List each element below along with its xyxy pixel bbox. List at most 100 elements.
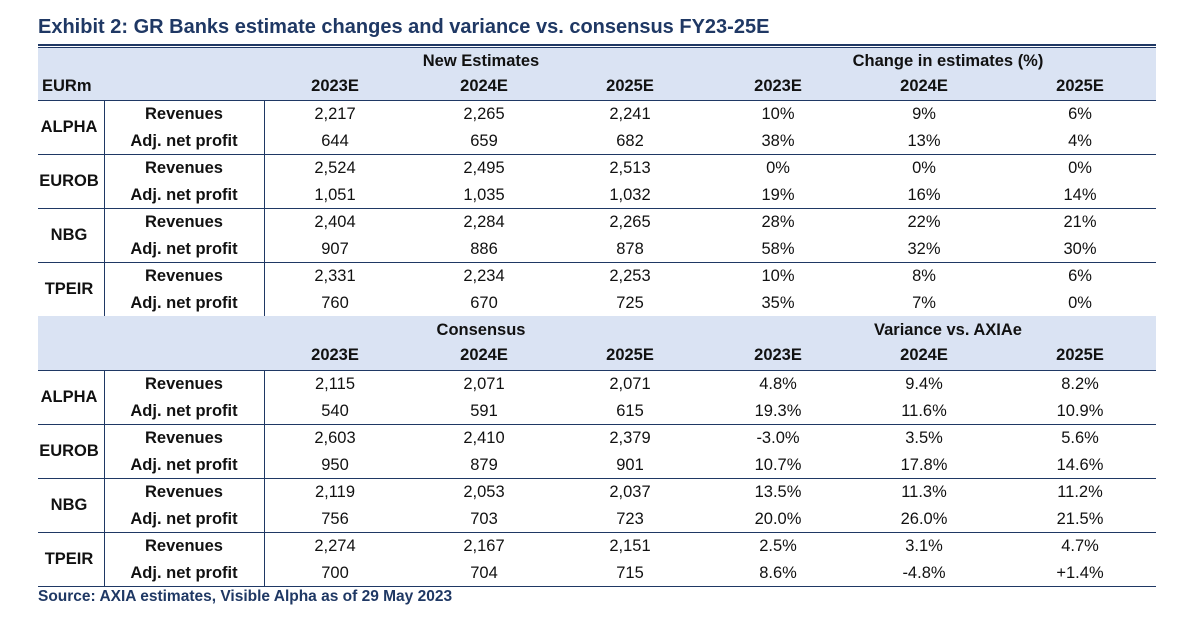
metric-revenues: Revenues: [145, 105, 223, 123]
table-cell: 22%: [907, 213, 941, 231]
metric-revenues: Revenues: [145, 267, 223, 285]
bank-separator: [104, 370, 105, 424]
year-header: 2025E: [606, 77, 654, 95]
table-cell: 6%: [1068, 105, 1092, 123]
bank-name: TPEIR: [44, 550, 94, 568]
year-header: 2025E: [606, 346, 654, 364]
year-header: 2024E: [460, 346, 508, 364]
table-cell: 20.0%: [754, 509, 802, 528]
table-cell: 0%: [912, 159, 936, 177]
year-header: 2023E: [754, 77, 802, 95]
table-cell: 2,379: [609, 429, 651, 447]
table-cell: -4.8%: [902, 563, 946, 582]
metric-adj-net-profit: Adj. net profit: [130, 563, 238, 582]
table-cell: 2,274: [314, 537, 356, 555]
section-header-band: [38, 316, 1156, 370]
table-cell: 659: [470, 131, 498, 150]
table-cell: 0%: [1068, 159, 1092, 177]
bank-bottom-rule: [38, 208, 1156, 209]
table-cell: 2,410: [463, 429, 505, 447]
header-bottom-rule: [38, 100, 1156, 101]
table-cell: 8%: [912, 267, 936, 285]
table-cell: 2,241: [609, 105, 651, 123]
table-cell: 704: [470, 563, 498, 582]
table-cell: -3.0%: [756, 429, 800, 447]
table-cell: 2,284: [463, 213, 505, 231]
table-cell: 4.8%: [759, 375, 797, 393]
table-cell: 10%: [761, 267, 795, 285]
table-cell: 19%: [761, 185, 795, 204]
year-header: 2025E: [1056, 346, 1104, 364]
table-cell: 58%: [761, 239, 795, 258]
group-label-left: New Estimates: [422, 52, 540, 70]
metric-separator: [264, 262, 265, 316]
estimates-table: New Estimates Change in estimates (%) EURm…: [38, 0, 1156, 625]
table-cell: 1,032: [609, 185, 651, 204]
table-cell: +1.4%: [1056, 563, 1104, 582]
table-cell: 950: [321, 455, 349, 474]
metric-revenues: Revenues: [145, 213, 223, 231]
table-cell: 0%: [766, 159, 790, 177]
table-cell: 4%: [1068, 131, 1092, 150]
table-cell: 2,495: [463, 159, 505, 177]
metric-revenues: Revenues: [145, 483, 223, 501]
group-label-right: Change in estimates (%): [852, 52, 1044, 70]
year-header: 2023E: [754, 346, 802, 364]
table-cell: 13.5%: [754, 483, 802, 501]
metric-separator: [264, 208, 265, 262]
table-cell: 3.5%: [905, 429, 943, 447]
metric-revenues: Revenues: [145, 429, 223, 447]
bank-separator: [104, 100, 105, 154]
title-underline: [38, 44, 1156, 46]
bank-separator: [104, 532, 105, 586]
table-cell: 878: [616, 239, 644, 258]
table-cell: 644: [321, 131, 349, 150]
table-cell: 2,404: [314, 213, 356, 231]
table-cell: 4.7%: [1061, 537, 1099, 555]
table-cell: 2,053: [463, 483, 505, 501]
year-header: 2023E: [311, 77, 359, 95]
bank-separator: [104, 424, 105, 478]
metric-revenues: Revenues: [145, 537, 223, 555]
table-cell: 2,071: [609, 375, 651, 393]
table-cell: 615: [616, 401, 644, 420]
table-cell: 28%: [761, 213, 795, 231]
section-header-band: [38, 47, 1156, 100]
exhibit-title: Exhibit 2: GR Banks estimate changes and…: [38, 16, 770, 38]
bank-separator: [104, 262, 105, 316]
table-cell: 30%: [1063, 239, 1097, 258]
year-header: 2024E: [460, 77, 508, 95]
metric-separator: [264, 424, 265, 478]
table-cell: 1,051: [314, 185, 356, 204]
table-cell: 723: [616, 509, 644, 528]
metric-separator: [264, 370, 265, 424]
metric-adj-net-profit: Adj. net profit: [130, 509, 238, 528]
table-cell: 16%: [907, 185, 941, 204]
table-cell: 879: [470, 455, 498, 474]
table-cell: 2,331: [314, 267, 356, 285]
year-header: 2023E: [311, 346, 359, 364]
table-cell: 10.7%: [754, 455, 802, 474]
table-cell: 591: [470, 401, 498, 420]
metric-adj-net-profit: Adj. net profit: [130, 401, 238, 420]
table-cell: 7%: [912, 293, 936, 312]
table-cell: 21.5%: [1056, 509, 1104, 528]
bank-name: NBG: [50, 496, 88, 514]
table-cell: 540: [321, 401, 349, 420]
table-cell: 907: [321, 239, 349, 258]
header-top-rule: [38, 47, 1156, 48]
metric-separator: [264, 532, 265, 586]
table-cell: 682: [616, 131, 644, 150]
table-cell: 32%: [907, 239, 941, 258]
table-cell: 3.1%: [905, 537, 943, 555]
table-cell: 1,035: [463, 185, 505, 204]
table-cell: 2,265: [609, 213, 651, 231]
table-cell: 35%: [761, 293, 795, 312]
table-cell: 700: [321, 563, 349, 582]
table-cell: 2,253: [609, 267, 651, 285]
table-cell: 2,167: [463, 537, 505, 555]
table-cell: 2,071: [463, 375, 505, 393]
table-cell: 2,603: [314, 429, 356, 447]
table-cell: 21%: [1063, 213, 1097, 231]
unit-label: EURm: [42, 77, 92, 95]
